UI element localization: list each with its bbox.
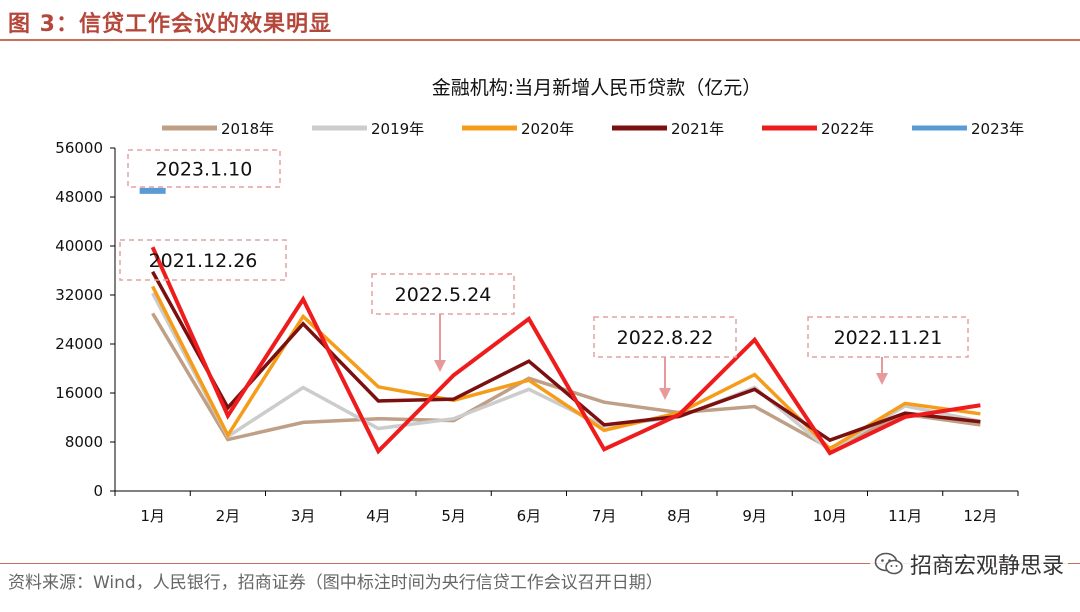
- annotation-label: 2023.1.10: [156, 159, 253, 181]
- title-divider: [0, 39, 1080, 41]
- x-tick-label: 3月: [291, 507, 316, 525]
- y-tick-label: 16000: [55, 384, 103, 402]
- y-tick-label: 0: [93, 482, 103, 500]
- x-tick-label: 11月: [888, 507, 922, 525]
- y-tick-label: 32000: [55, 286, 103, 304]
- y-tick-label: 40000: [55, 237, 103, 255]
- y-tick-label: 24000: [55, 335, 103, 353]
- annotation-label: 2022.5.24: [395, 284, 492, 306]
- series-line-2022: [150, 246, 981, 456]
- annotation-arrowhead: [434, 360, 446, 372]
- legend-label: 2019年: [371, 120, 424, 138]
- legend-label: 2023年: [971, 120, 1024, 138]
- figure-title: 图 3：信贷工作会议的效果明显: [8, 12, 332, 37]
- annotation-box: [371, 273, 515, 315]
- legend-label: 2020年: [521, 120, 574, 138]
- legend-label: 2021年: [671, 120, 724, 138]
- x-tick-label: 8月: [667, 507, 692, 525]
- y-tick-label: 56000: [55, 139, 103, 157]
- source-note: 资料来源：Wind，人民银行，招商证券（图中标注时间为央行信贷工作会议召开日期）: [8, 573, 663, 593]
- chart-area: 金融机构:当月新增人民币贷款（亿元） 0 8000 16000 24000 32000 40…: [55, 77, 1024, 525]
- watermark: 招商宏观静思录: [869, 548, 1068, 580]
- annotation-box: [127, 149, 281, 188]
- legend-label: 2018年: [221, 120, 274, 138]
- x-tick-label: 4月: [366, 507, 391, 525]
- x-tick-label: 6月: [517, 507, 542, 525]
- source-divider: [0, 563, 1080, 564]
- y-tick-label: 48000: [55, 188, 103, 206]
- annotation-label: 2022.8.22: [617, 327, 714, 349]
- chart-title: 金融机构:当月新增人民币贷款（亿元）: [432, 77, 761, 99]
- x-tick-label: 12月: [963, 507, 997, 525]
- series-line-2021: [151, 270, 981, 443]
- annotation-box: [119, 239, 287, 281]
- series-line-2020: [151, 285, 981, 451]
- annotation-arrowhead: [876, 373, 888, 385]
- x-tick-label: 10月: [813, 507, 847, 525]
- x-tick-label: 9月: [742, 507, 767, 525]
- annotation-box: [807, 316, 969, 358]
- annotation-label: 2022.11.21: [834, 327, 943, 349]
- x-tick-label: 5月: [441, 507, 466, 525]
- annotation-arrowhead: [659, 388, 671, 400]
- wechat-icon: [874, 552, 903, 575]
- watermark-text: 招商宏观静思录: [909, 554, 1064, 579]
- y-tick-label: 8000: [65, 433, 103, 451]
- legend-label: 2022年: [821, 120, 874, 138]
- x-tick-label: 7月: [592, 507, 617, 525]
- x-tick-label: 2月: [216, 507, 241, 525]
- x-tick-label: 1月: [140, 507, 165, 525]
- annotation-label: 2021.12.26: [149, 250, 258, 272]
